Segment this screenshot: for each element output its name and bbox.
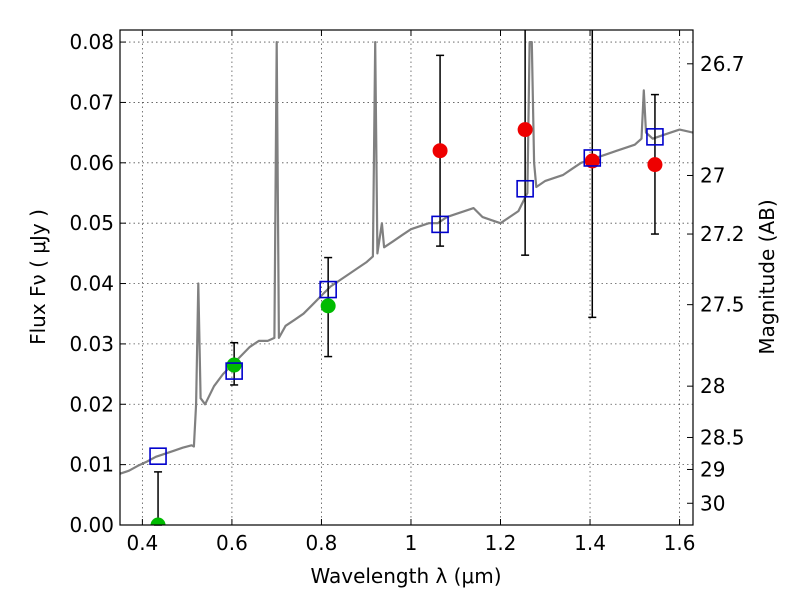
y-tick-label: 0.05 [69,211,114,235]
y2-tick-label: 29 [700,457,725,481]
x-tick-label: 0.6 [216,531,248,555]
x-tick-label: 1.4 [574,531,606,555]
x-axis-label: Wavelength λ (μm) [310,564,501,588]
y2-axis-label: Magnitude (AB) [755,199,779,354]
model-point-layer [149,128,664,465]
x-tick-label: 1.2 [485,531,517,555]
observed-point-green [150,517,166,525]
model-point [225,362,243,380]
x-tick-label: 1 [405,531,418,555]
model-point [646,128,664,146]
y2-tick-label: 27.5 [700,293,745,317]
y-tick-label: 0.01 [69,453,114,477]
y-tick-label: 0.03 [69,332,114,356]
y2-tick-label: 28 [700,374,725,398]
y2-tick-label: 30 [700,491,725,515]
y-tick-label: 0.06 [69,151,114,175]
x-tick-label: 1.6 [664,531,696,555]
observed-point-green [320,298,336,314]
y-tick-label: 0.04 [69,272,114,296]
observed-point-red [647,157,663,173]
y-tick-label: 0.00 [69,513,114,537]
y2-tick-label: 28.5 [700,425,745,449]
plot-background [120,30,693,525]
model-point [319,280,337,299]
model-point [516,179,534,198]
y-tick-label: 0.08 [69,30,114,54]
observed-point-red [517,122,533,138]
y-tick-label: 0.07 [69,90,114,114]
x-tick-label: 0.8 [306,531,338,555]
y2-tick-label: 26.7 [700,52,745,76]
model-point [431,215,449,234]
observed-point-green [226,357,242,373]
y2-tick-label: 27 [700,163,725,187]
x-tick-label: 0.4 [126,531,158,555]
y2-tick-label: 27.2 [700,222,745,246]
plot-frame [119,29,694,526]
y-tick-label: 0.02 [69,392,114,416]
point-layer [150,122,663,525]
y-axis-label: Flux Fν ( μJy ) [26,209,50,345]
axis-ticks: 0.4 0.6 0.8 1 1.2 1.4 1.6 0.00 0.01 0.02 0.03 0.04 0… [69,30,745,555]
model-point [149,447,167,465]
observed-point-red [432,143,448,159]
observed-point-red [584,153,600,169]
model-point [583,149,602,167]
